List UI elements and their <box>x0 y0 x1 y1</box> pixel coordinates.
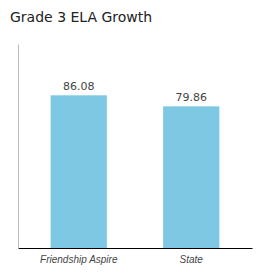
data-labels: 86.08 79.86 <box>63 80 207 104</box>
x-tick: Friendship Aspire <box>40 254 118 265</box>
y-axis <box>18 45 19 249</box>
x-tick-label: State <box>180 254 204 265</box>
plot-area: 86.08 79.86 Friendship Aspire State <box>19 45 253 266</box>
x-axis: Friendship Aspire State <box>19 249 253 266</box>
bars <box>51 95 220 248</box>
data-label: 79.86 <box>176 91 208 104</box>
chart-svg: Grade 3 ELA Growth 86.08 79.86 Friendship A… <box>0 0 266 278</box>
x-axis-line <box>19 248 253 249</box>
x-tick-label: Friendship Aspire <box>40 254 118 265</box>
bar <box>163 106 219 248</box>
data-label: 86.08 <box>63 80 95 93</box>
chart-title: Grade 3 ELA Growth <box>10 9 152 25</box>
y-axis-line <box>18 45 19 249</box>
x-tick: State <box>180 254 204 265</box>
chart-container: Grade 3 ELA Growth 86.08 79.86 Friendship A… <box>0 0 266 278</box>
bar <box>51 95 107 248</box>
